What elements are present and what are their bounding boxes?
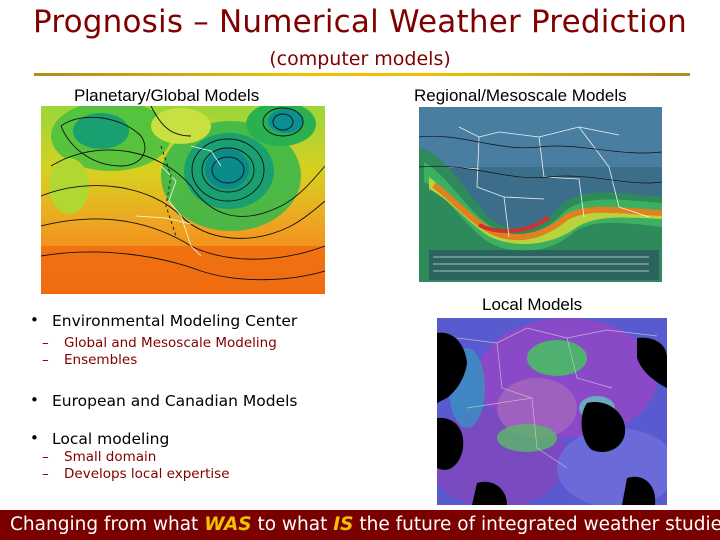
sub-bullet-text: Ensembles xyxy=(64,352,138,368)
bullet-dot: • xyxy=(30,429,39,447)
title-divider xyxy=(34,73,690,76)
sub-bullet-dash: – xyxy=(42,466,49,482)
sub-bullet-item: – Ensembles xyxy=(28,352,408,369)
slide-subtitle: (computer models) xyxy=(269,48,451,70)
bullet-item: • European and Canadian Models xyxy=(28,391,408,410)
sub-bullet-text: Small domain xyxy=(64,449,157,465)
sub-bullet-text: Develops local expertise xyxy=(64,466,230,482)
bullet-text: Environmental Modeling Center xyxy=(52,312,298,330)
sub-bullet-item: – Develops local expertise xyxy=(28,466,408,483)
local-model-map xyxy=(437,318,667,505)
sub-bullet-dash: – xyxy=(42,335,49,351)
slide-title: Prognosis – Numerical Weather Prediction xyxy=(33,4,687,40)
footer-banner: Changing from what WAS to what IS the fu… xyxy=(0,510,720,540)
global-models-label: Planetary/Global Models xyxy=(74,86,260,105)
bullet-text: European and Canadian Models xyxy=(52,392,298,410)
regional-models-label: Regional/Mesoscale Models xyxy=(414,86,627,105)
bullet-item: • Local modeling xyxy=(28,429,408,448)
sub-bullet-text: Global and Mesoscale Modeling xyxy=(64,335,277,351)
footer-text-3: the future of integrated weather studies xyxy=(353,514,720,535)
sub-bullet-item: – Small domain xyxy=(28,449,408,466)
bullet-dot: • xyxy=(30,311,39,329)
regional-model-map xyxy=(419,107,662,282)
bullet-list: • Environmental Modeling Center – Global a… xyxy=(28,311,408,483)
sub-bullet-dash: – xyxy=(42,449,49,465)
bullet-text: Local modeling xyxy=(52,430,170,448)
bullet-item: • Environmental Modeling Center xyxy=(28,311,408,330)
global-model-map xyxy=(41,106,325,294)
footer-emphasis-is: IS xyxy=(333,514,354,535)
sub-bullet-dash: – xyxy=(42,352,49,368)
local-models-label: Local Models xyxy=(482,295,583,314)
bullet-dot: • xyxy=(30,391,39,409)
footer-text-2: to what xyxy=(251,514,334,535)
footer-emphasis-was: WAS xyxy=(204,514,252,535)
sub-bullet-item: – Global and Mesoscale Modeling xyxy=(28,335,408,352)
footer-text-1: Changing from what xyxy=(10,514,205,535)
